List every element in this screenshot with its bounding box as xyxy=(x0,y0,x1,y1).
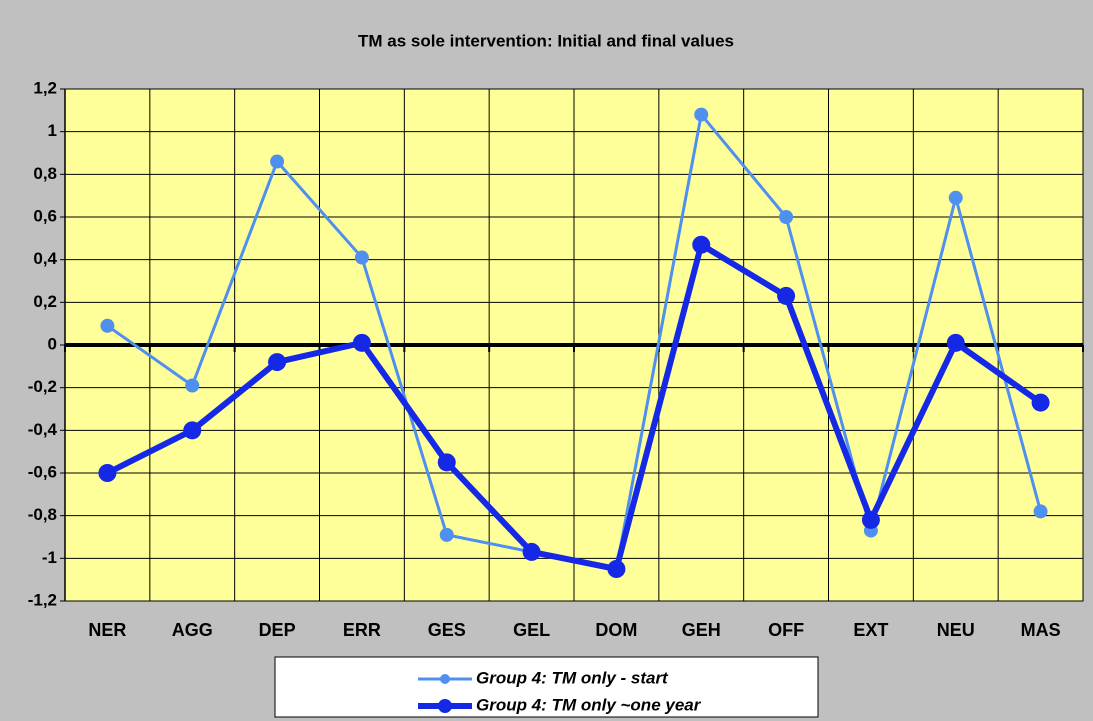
chart-title: TM as sole intervention: Initial and fin… xyxy=(358,31,734,50)
data-point xyxy=(354,250,369,265)
data-point xyxy=(948,190,963,205)
data-point xyxy=(268,353,287,372)
data-point xyxy=(98,464,117,482)
data-point xyxy=(777,286,796,305)
x-tick-label: DEP xyxy=(259,620,296,640)
y-tick-label: 0,2 xyxy=(33,292,57,311)
series-line xyxy=(106,241,1043,572)
data-point xyxy=(607,560,626,578)
data-point xyxy=(861,510,880,529)
y-tick-label: -0,4 xyxy=(28,420,58,439)
legend xyxy=(274,656,819,718)
y-tick-label: 1,2 xyxy=(33,78,57,97)
data-point xyxy=(439,527,454,542)
data-point xyxy=(694,107,709,122)
x-tick-label: DOM xyxy=(595,620,637,640)
data-point xyxy=(183,421,202,440)
data-point xyxy=(1033,504,1048,519)
data-point xyxy=(692,235,711,254)
y-tick-label: -0,6 xyxy=(28,462,57,481)
data-point xyxy=(1031,393,1050,412)
data-point xyxy=(522,542,541,561)
x-tick-label: AGG xyxy=(172,620,213,640)
y-tick-label: -1 xyxy=(42,548,57,567)
y-tick-label: -0,2 xyxy=(28,377,57,396)
y-tick-label: 0,4 xyxy=(33,249,57,268)
x-tick-label: ERR xyxy=(343,620,381,640)
y-tick-label: 1 xyxy=(48,121,57,140)
x-tick-label: GEH xyxy=(682,620,721,640)
data-point xyxy=(946,333,965,352)
x-tick-label: OFF xyxy=(768,620,804,640)
x-tick-label: NEU xyxy=(937,620,975,640)
legend-marker xyxy=(440,674,450,684)
data-point xyxy=(185,378,200,393)
y-tick-label: -0,8 xyxy=(28,505,57,524)
y-tick-label: -1,2 xyxy=(28,590,57,609)
y-tick-label: 0,8 xyxy=(33,164,57,183)
y-tick-label: 0 xyxy=(48,334,57,353)
x-tick-label: GEL xyxy=(513,620,550,640)
data-point xyxy=(779,210,794,224)
x-tick-label: MAS xyxy=(1021,620,1061,640)
legend-label: Group 4: TM only - start xyxy=(476,668,669,687)
y-tick-label: 0,6 xyxy=(33,206,57,225)
data-point xyxy=(100,318,115,333)
legend-label: Group 4: TM only ~one year xyxy=(476,695,702,714)
data-point xyxy=(270,154,285,169)
data-point xyxy=(437,453,456,472)
legend-marker xyxy=(438,699,452,713)
data-point xyxy=(352,333,371,352)
x-tick-label: NER xyxy=(88,620,126,640)
x-tick-label: EXT xyxy=(853,620,888,640)
x-tick-label: GES xyxy=(428,620,466,640)
